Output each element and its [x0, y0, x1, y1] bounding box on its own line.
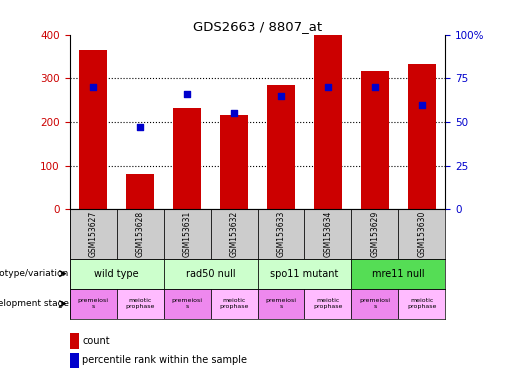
- Text: count: count: [82, 336, 110, 346]
- Point: [183, 91, 191, 97]
- Point: [371, 84, 379, 90]
- Bar: [164, 258, 258, 289]
- Bar: [70, 289, 116, 319]
- Bar: [258, 209, 304, 258]
- Text: GSM153629: GSM153629: [370, 211, 380, 257]
- Bar: [267, 85, 295, 209]
- Bar: [211, 209, 258, 258]
- Text: meiotic
prophase: meiotic prophase: [125, 298, 154, 309]
- Text: premeiosi
s: premeiosi s: [359, 298, 390, 309]
- Point: [89, 84, 97, 90]
- Point: [230, 110, 238, 116]
- Bar: [408, 64, 436, 209]
- Bar: [258, 258, 352, 289]
- Bar: [304, 289, 352, 319]
- Bar: [164, 209, 211, 258]
- Text: premeiosi
s: premeiosi s: [171, 298, 202, 309]
- Text: spo11 mutant: spo11 mutant: [270, 269, 339, 279]
- Bar: [258, 289, 304, 319]
- Bar: [352, 258, 445, 289]
- Text: GSM153631: GSM153631: [182, 211, 192, 257]
- Text: mre11 null: mre11 null: [372, 269, 425, 279]
- Text: percentile rank within the sample: percentile rank within the sample: [82, 355, 247, 365]
- Bar: [173, 108, 201, 209]
- Point: [418, 101, 426, 108]
- Bar: [116, 209, 164, 258]
- Bar: [314, 35, 342, 209]
- Bar: [116, 289, 164, 319]
- Bar: [399, 209, 445, 258]
- Bar: [70, 209, 116, 258]
- Text: premeiosi
s: premeiosi s: [266, 298, 297, 309]
- Bar: [164, 289, 211, 319]
- Text: rad50 null: rad50 null: [186, 269, 235, 279]
- Text: genotype/variation: genotype/variation: [0, 269, 68, 278]
- Bar: [352, 209, 399, 258]
- Text: meiotic
prophase: meiotic prophase: [313, 298, 342, 309]
- Text: wild type: wild type: [94, 269, 139, 279]
- Text: GSM153627: GSM153627: [89, 211, 97, 257]
- Text: development stage: development stage: [0, 299, 68, 308]
- Point: [324, 84, 332, 90]
- Bar: [220, 116, 248, 209]
- Text: meiotic
prophase: meiotic prophase: [219, 298, 249, 309]
- Point: [277, 93, 285, 99]
- Text: GSM153632: GSM153632: [230, 211, 238, 257]
- Text: GSM153630: GSM153630: [418, 211, 426, 257]
- Bar: [211, 289, 258, 319]
- Text: premeiosi
s: premeiosi s: [78, 298, 109, 309]
- Bar: [126, 174, 154, 209]
- Bar: [70, 258, 164, 289]
- Bar: [352, 289, 399, 319]
- Bar: [399, 289, 445, 319]
- Text: meiotic
prophase: meiotic prophase: [407, 298, 437, 309]
- Title: GDS2663 / 8807_at: GDS2663 / 8807_at: [193, 20, 322, 33]
- Text: GSM153634: GSM153634: [323, 211, 333, 257]
- Text: GSM153628: GSM153628: [135, 211, 145, 257]
- Bar: [79, 50, 107, 209]
- Text: GSM153633: GSM153633: [277, 211, 285, 257]
- Bar: [304, 209, 352, 258]
- Bar: [361, 71, 389, 209]
- Point: [136, 124, 144, 130]
